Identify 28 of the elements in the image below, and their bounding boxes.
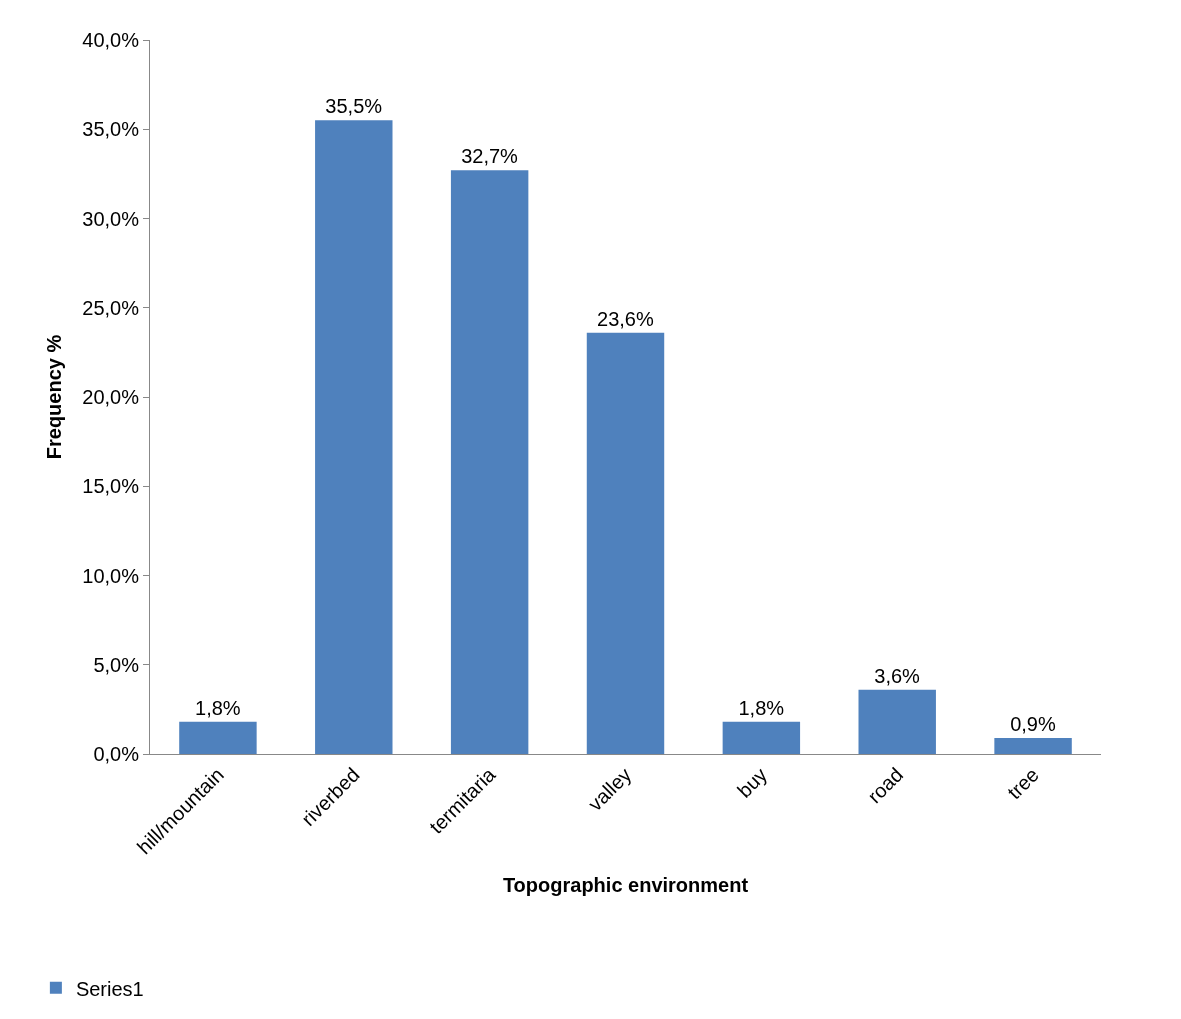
x-tick-label: buy — [732, 763, 772, 802]
x-axis-title: Topographic environment — [502, 873, 749, 896]
bar — [586, 332, 665, 754]
y-tick-label: 0,0% — [93, 743, 140, 765]
data-label: 0,9% — [1010, 712, 1056, 735]
y-tick-label: 20,0% — [82, 386, 140, 408]
y-tick-label: 15,0% — [82, 475, 140, 498]
y-tick-label: 30,0% — [82, 207, 140, 230]
y-tick-label: 10,0% — [82, 564, 140, 587]
data-label: 35,5% — [325, 95, 383, 118]
bar — [994, 737, 1072, 754]
bar — [179, 721, 257, 754]
bar — [858, 689, 936, 754]
y-tick-label: 35,0% — [82, 118, 140, 141]
legend-label: Series1 — [75, 977, 144, 1000]
bar — [722, 721, 801, 754]
bar — [315, 120, 393, 754]
y-tick-label: 40,0% — [82, 29, 140, 51]
data-label: 1,8% — [738, 696, 785, 719]
data-label: 3,6% — [874, 664, 921, 687]
y-tick-label: 25,0% — [82, 296, 140, 319]
data-label: 1,8% — [195, 696, 241, 719]
x-tick-label: tree — [1003, 763, 1043, 804]
data-label: 23,6% — [597, 307, 654, 330]
y-axis-title: Frequency % — [42, 334, 65, 460]
bar — [450, 170, 529, 754]
y-tick-label: 5,0% — [93, 653, 140, 676]
data-label: 32,7% — [461, 145, 519, 168]
